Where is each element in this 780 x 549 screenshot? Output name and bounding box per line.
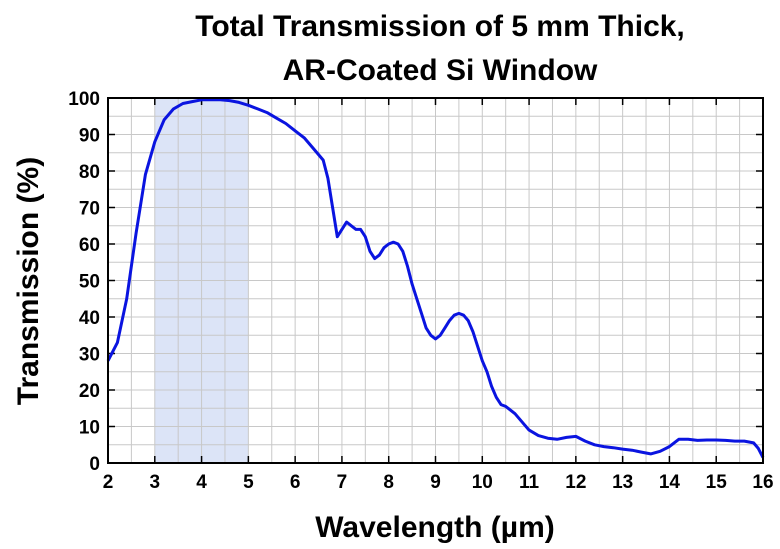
transmission-series-line <box>106 98 765 459</box>
y-axis-title: Transmission (%) <box>12 157 45 405</box>
chart-title-line-1: Total Transmission of 5 mm Thick, <box>195 10 685 43</box>
y-tick-label: 0 <box>89 454 100 475</box>
x-tick-label: 6 <box>290 472 301 493</box>
y-tick-label: 10 <box>79 418 100 439</box>
x-tick-label: 8 <box>383 472 394 493</box>
y-tick-labels: 0 10 20 30 40 50 60 70 80 90 100 <box>68 89 100 475</box>
x-tick-label: 3 <box>149 472 160 493</box>
x-tick-label: 12 <box>565 472 586 493</box>
x-tick-label: 7 <box>337 472 348 493</box>
x-tick-label: 13 <box>612 472 633 493</box>
y-tick-label: 80 <box>79 162 100 183</box>
y-tick-label: 20 <box>79 381 100 402</box>
y-tick-label: 60 <box>79 235 100 256</box>
x-tick-label: 9 <box>430 472 441 493</box>
x-axis-title: Wavelength (µm) <box>315 511 555 544</box>
y-tick-label: 90 <box>79 126 100 147</box>
y-tick-label: 70 <box>79 199 100 220</box>
x-tick-label: 16 <box>752 472 773 493</box>
y-tick-label: 30 <box>79 345 100 366</box>
y-tick-label: 50 <box>79 272 100 293</box>
x-tick-label: 10 <box>472 472 493 493</box>
x-tick-label: 5 <box>243 472 254 493</box>
chart-title-line-2: AR-Coated Si Window <box>283 54 598 87</box>
x-tick-label: 14 <box>659 472 681 493</box>
x-tick-labels: 2 3 4 5 6 7 8 9 10 11 12 13 14 15 16 <box>103 472 774 493</box>
x-tick-label: 15 <box>706 472 728 493</box>
x-tick-label: 11 <box>519 472 540 493</box>
x-tick-label: 2 <box>103 472 114 493</box>
gridlines <box>108 98 763 463</box>
x-tick-label: 4 <box>196 472 207 493</box>
y-tick-label: 100 <box>68 89 100 110</box>
plot-frame <box>107 97 764 464</box>
y-tick-label: 40 <box>79 308 100 329</box>
